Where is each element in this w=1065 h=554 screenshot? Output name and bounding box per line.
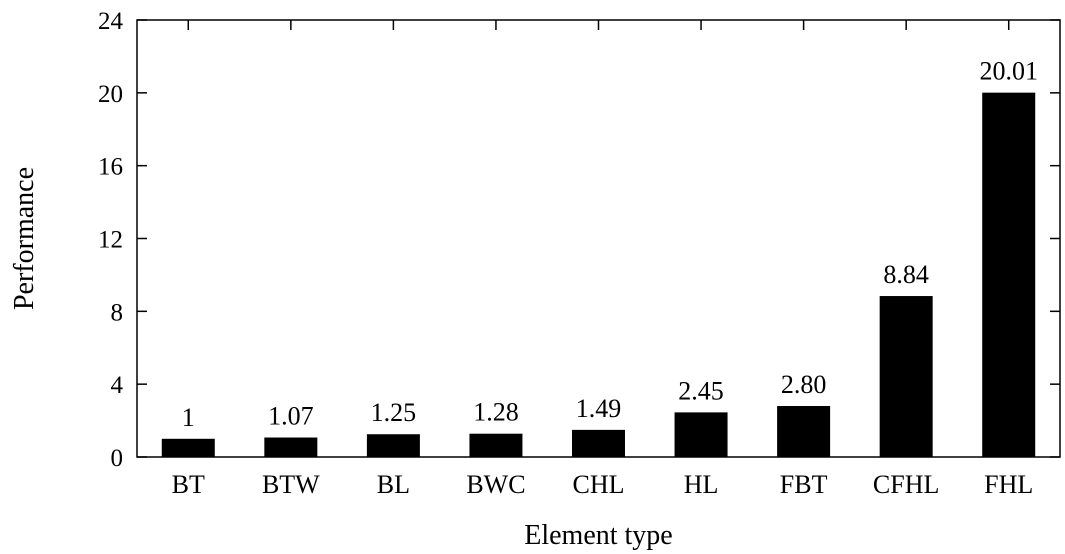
y-tick-label: 24 bbox=[98, 8, 124, 35]
category-label: CFHL bbox=[873, 470, 939, 499]
bar-value-label: 1.49 bbox=[576, 394, 622, 423]
bar-btw bbox=[264, 437, 318, 457]
bar-bt bbox=[161, 438, 215, 457]
category-label: BTW bbox=[262, 470, 320, 499]
y-tick-label: 8 bbox=[111, 299, 124, 326]
bar-value-label: 1.28 bbox=[473, 398, 519, 427]
category-label: FHL bbox=[984, 470, 1033, 499]
bar-value-label: 1 bbox=[182, 403, 195, 432]
y-axis-label: Performance bbox=[9, 167, 40, 310]
category-label: HL bbox=[684, 470, 719, 499]
bar-fbt bbox=[777, 406, 831, 457]
category-label: BT bbox=[172, 470, 205, 499]
y-tick-label: 4 bbox=[111, 372, 124, 399]
category-labels: BT BTW BL BWC CHL HL FBT CFHL FHL bbox=[172, 470, 1034, 499]
bar-chl bbox=[572, 429, 625, 457]
bar-value-label: 8.84 bbox=[883, 260, 929, 289]
bar-value-labels: 1 1.07 1.25 1.28 1.49 2.45 2.80 8.84 20.01 bbox=[182, 57, 1038, 432]
bar-value-label: 1.07 bbox=[268, 402, 314, 431]
category-label: FBT bbox=[780, 470, 828, 499]
category-label: CHL bbox=[573, 470, 625, 499]
bar-cfhl bbox=[879, 296, 933, 457]
y-tick-label: 20 bbox=[98, 81, 123, 108]
bar-value-label: 20.01 bbox=[979, 57, 1038, 86]
y-tick-label: 16 bbox=[98, 154, 123, 181]
bars bbox=[161, 92, 1036, 458]
bar-value-label: 2.80 bbox=[781, 370, 827, 399]
x-axis-label: Element type bbox=[524, 520, 673, 551]
y-axis-ticks: 0 4 8 12 16 20 24 bbox=[98, 8, 1060, 472]
category-label: BL bbox=[377, 470, 410, 499]
bar-fhl bbox=[982, 92, 1036, 458]
bar-value-label: 1.25 bbox=[371, 398, 417, 427]
bar-bwc bbox=[469, 433, 523, 457]
category-label: BWC bbox=[466, 470, 525, 499]
bar-bl bbox=[366, 434, 420, 457]
y-tick-label: 12 bbox=[98, 227, 123, 254]
bar-hl bbox=[674, 412, 728, 457]
y-tick-label: 0 bbox=[111, 445, 124, 472]
bar-value-label: 2.45 bbox=[678, 376, 724, 405]
plot-frame bbox=[136, 19, 1061, 458]
